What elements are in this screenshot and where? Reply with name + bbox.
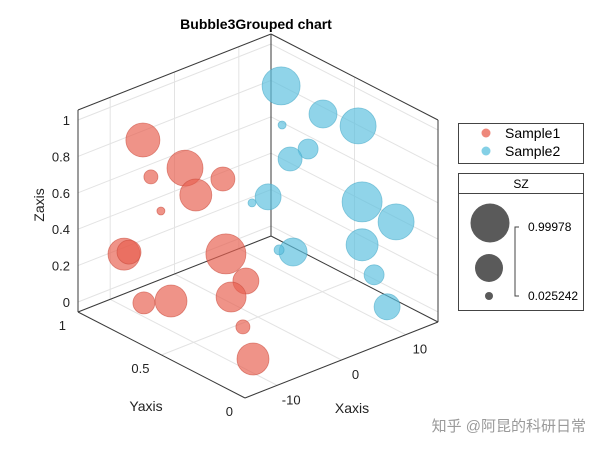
bubble-sample2 xyxy=(341,181,383,223)
bubble-sample2 xyxy=(277,120,287,130)
x-tick-label: 0 xyxy=(352,367,359,382)
z-tick-label: 0.4 xyxy=(52,222,70,237)
z-tick-label: 1 xyxy=(63,113,70,128)
bubble-sample2 xyxy=(247,198,257,208)
size-legend-small-marker xyxy=(485,292,493,300)
legend-label-sample2: Sample2 xyxy=(505,143,560,159)
watermark: 知乎 @阿昆的科研日常 xyxy=(432,418,586,435)
axes-box xyxy=(77,33,439,399)
bubble-sample1 xyxy=(215,281,247,313)
size-legend-title: SZ xyxy=(513,177,528,191)
z-axis-label: Zaxis xyxy=(31,188,47,221)
legend-box xyxy=(458,123,584,164)
axis-edge xyxy=(244,321,439,399)
grid-line xyxy=(77,79,272,157)
bubble-sample1 xyxy=(156,206,166,216)
axis-edge xyxy=(77,33,272,111)
y-tick-label: 1 xyxy=(59,318,66,333)
bubble-sample1 xyxy=(236,342,270,376)
x-axis-label: Xaxis xyxy=(335,400,369,416)
bubble-sample1 xyxy=(154,284,188,318)
x-tick-label: -10 xyxy=(282,392,301,407)
size-legend-max-label: 0.99978 xyxy=(528,220,572,234)
y-tick-label: 0 xyxy=(226,404,233,419)
bubble-sample2 xyxy=(308,99,338,129)
grid-line xyxy=(77,152,272,230)
bubble-sample1 xyxy=(143,169,159,185)
legend-label-sample1: Sample1 xyxy=(505,125,560,141)
size-legend-medium-marker xyxy=(475,254,503,282)
bubble-sample2 xyxy=(339,107,377,145)
y-tick-label: 0.5 xyxy=(131,361,149,376)
x-tick-label: 10 xyxy=(413,342,427,357)
z-tick-label: 0.6 xyxy=(52,186,70,201)
bubble-sample2 xyxy=(277,146,303,172)
grid-line xyxy=(270,116,439,204)
legend: Sample1 Sample2 xyxy=(458,123,584,164)
bubble-sample2 xyxy=(373,293,401,321)
size-legend: SZ 0.99978 0.025242 xyxy=(458,173,584,311)
bubbles xyxy=(107,66,415,376)
bubble-sample2 xyxy=(273,244,285,256)
bubble-sample2 xyxy=(254,183,282,211)
z-tick-label: 0.8 xyxy=(52,149,70,164)
y-axis-label: Yaxis xyxy=(129,398,162,414)
axis-edge xyxy=(270,33,439,121)
grid-line xyxy=(161,278,355,356)
axis-edge xyxy=(77,311,246,399)
bubble-sample1 xyxy=(210,166,236,192)
bubble-sample2 xyxy=(345,228,379,262)
bubble-sample1 xyxy=(205,233,247,275)
legend-marker-sample2 xyxy=(481,146,491,156)
z-tick-label: 0.2 xyxy=(52,259,70,274)
grid-line xyxy=(77,43,272,121)
bubble-sample1 xyxy=(235,319,251,335)
bubble-sample2 xyxy=(297,138,319,160)
bubble-sample2 xyxy=(377,203,415,241)
bubble-sample1 xyxy=(132,291,156,315)
z-tick-label: 0 xyxy=(63,295,70,310)
bubble-sample2 xyxy=(363,264,385,286)
size-legend-large-marker xyxy=(470,203,510,243)
bubble-sample1 xyxy=(116,239,142,265)
bubble-sample2 xyxy=(261,66,301,106)
grid-line xyxy=(270,43,439,131)
bubble-sample1 xyxy=(125,122,161,158)
bubble-sample1 xyxy=(179,178,213,212)
chart-title: Bubble3Grouped chart xyxy=(180,16,332,32)
size-legend-bracket xyxy=(514,226,519,297)
legend-marker-sample1 xyxy=(481,128,491,138)
size-legend-box xyxy=(458,173,584,311)
size-legend-min-label: 0.025242 xyxy=(528,289,578,303)
